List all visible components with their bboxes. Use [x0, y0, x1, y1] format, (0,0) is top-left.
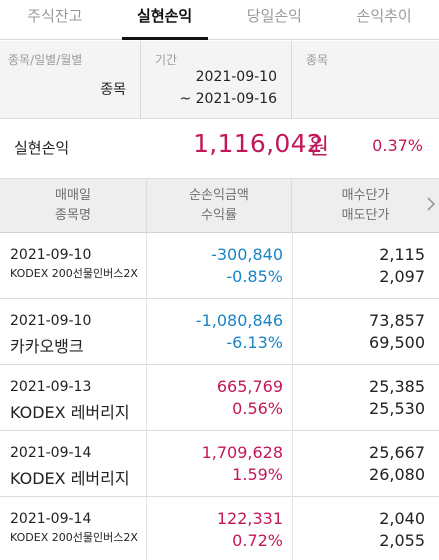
table-row[interactable]: 2021-09-10 KODEX 200선물인버스2X -300,840 -0.… [0, 233, 439, 299]
return-rate: -0.85% [226, 267, 283, 286]
trade-date: 2021-09-13 [10, 379, 92, 395]
summary-label: 실현손익 [14, 139, 70, 157]
column-buy-price-label: 매수단가 [341, 188, 390, 203]
summary-rate: 0.37% [372, 136, 423, 155]
column-stock-name-label: 종목명 [55, 208, 91, 223]
summary-amount: 1,116,042 [193, 129, 323, 158]
sell-price: 25,530 [369, 399, 425, 418]
view-type-header: 종목/일별/월별 [8, 53, 83, 67]
column-date-name: 매매일 종목명 [0, 179, 146, 233]
sell-price: 2,097 [379, 267, 425, 286]
return-rate: -6.13% [226, 333, 283, 352]
table-row[interactable]: 2021-09-13 KODEX 레버리지 665,769 0.56% 25,3… [0, 365, 439, 431]
filter-panel: 종목/일별/월별 종목 기간 2021-09-10 ~ 2021-09-16 종… [0, 41, 439, 119]
column-buy-sell-price: 매수단가 매도단가 [292, 179, 439, 233]
period-selector[interactable]: 기간 2021-09-10 ~ 2021-09-16 [141, 41, 292, 119]
net-pl-amount: -300,840 [211, 245, 283, 264]
buy-price: 25,385 [369, 377, 425, 396]
column-sell-price-label: 매도단가 [341, 208, 390, 223]
realized-pl-summary: 실현손익 1,116,042 원 0.37% [0, 119, 439, 179]
period-start: 2021-09-10 [195, 69, 277, 85]
tab-bar: 주식잔고 실현손익 당일손익 손익추이 [0, 0, 439, 40]
return-rate: 1.59% [232, 465, 283, 484]
table-header: 매매일 종목명 순손익금액 수익률 매수단가 매도단가 [0, 179, 439, 233]
buy-price: 25,667 [369, 443, 425, 462]
stock-selector[interactable]: 종목 [292, 41, 439, 119]
tab-realized-pl[interactable]: 실현손익 [110, 0, 220, 40]
table-row[interactable]: 2021-09-10 카카오뱅크 -1,080,846 -6.13% 73,85… [0, 299, 439, 365]
trade-date: 2021-09-14 [10, 445, 92, 461]
period-end: ~ 2021-09-16 [179, 91, 277, 107]
table-row[interactable]: 2021-09-14 KODEX 레버리지 1,709,628 1.59% 25… [0, 431, 439, 497]
trade-list: 2021-09-10 KODEX 200선물인버스2X -300,840 -0.… [0, 233, 439, 560]
view-type-selector[interactable]: 종목/일별/월별 종목 [0, 41, 141, 119]
tab-stock-balance[interactable]: 주식잔고 [27, 7, 83, 25]
buy-price: 2,115 [379, 245, 425, 264]
net-pl-amount: 1,709,628 [201, 443, 283, 462]
table-row[interactable]: 2021-09-14 KODEX 200선물인버스2X 122,331 0.72… [0, 497, 439, 560]
buy-price: 73,857 [369, 311, 425, 330]
trade-date: 2021-09-14 [10, 511, 92, 527]
stock-name: KODEX 200선물인버스2X [10, 531, 138, 544]
stock-name: 카카오뱅크 [10, 337, 84, 356]
period-header: 기간 [155, 53, 178, 67]
column-return-rate-label: 수익률 [201, 208, 237, 223]
column-trade-date-label: 매매일 [55, 188, 91, 203]
tab-pl-trend[interactable]: 손익추이 [356, 7, 412, 25]
trade-date: 2021-09-10 [10, 313, 92, 329]
sell-price: 69,500 [369, 333, 425, 352]
column-net-pl-label: 순손익금액 [189, 188, 249, 203]
column-pl-rate: 순손익금액 수익률 [146, 179, 292, 233]
stock-header: 종목 [306, 53, 329, 67]
net-pl-amount: 122,331 [216, 509, 283, 528]
stock-name: KODEX 레버리지 [10, 469, 130, 488]
summary-unit: 원 [308, 135, 329, 160]
stock-name: KODEX 200선물인버스2X [10, 267, 138, 280]
net-pl-amount: 665,769 [216, 377, 283, 396]
sell-price: 26,080 [369, 465, 425, 484]
chevron-right-icon[interactable] [425, 193, 437, 215]
view-type-value: 종목 [100, 82, 126, 98]
trade-date: 2021-09-10 [10, 247, 92, 263]
return-rate: 0.56% [232, 399, 283, 418]
return-rate: 0.72% [232, 531, 283, 550]
buy-price: 2,040 [379, 509, 425, 528]
net-pl-amount: -1,080,846 [195, 311, 283, 330]
tab-daily-pl[interactable]: 당일손익 [246, 7, 302, 25]
sell-price: 2,055 [379, 531, 425, 550]
stock-name: KODEX 레버리지 [10, 403, 130, 422]
